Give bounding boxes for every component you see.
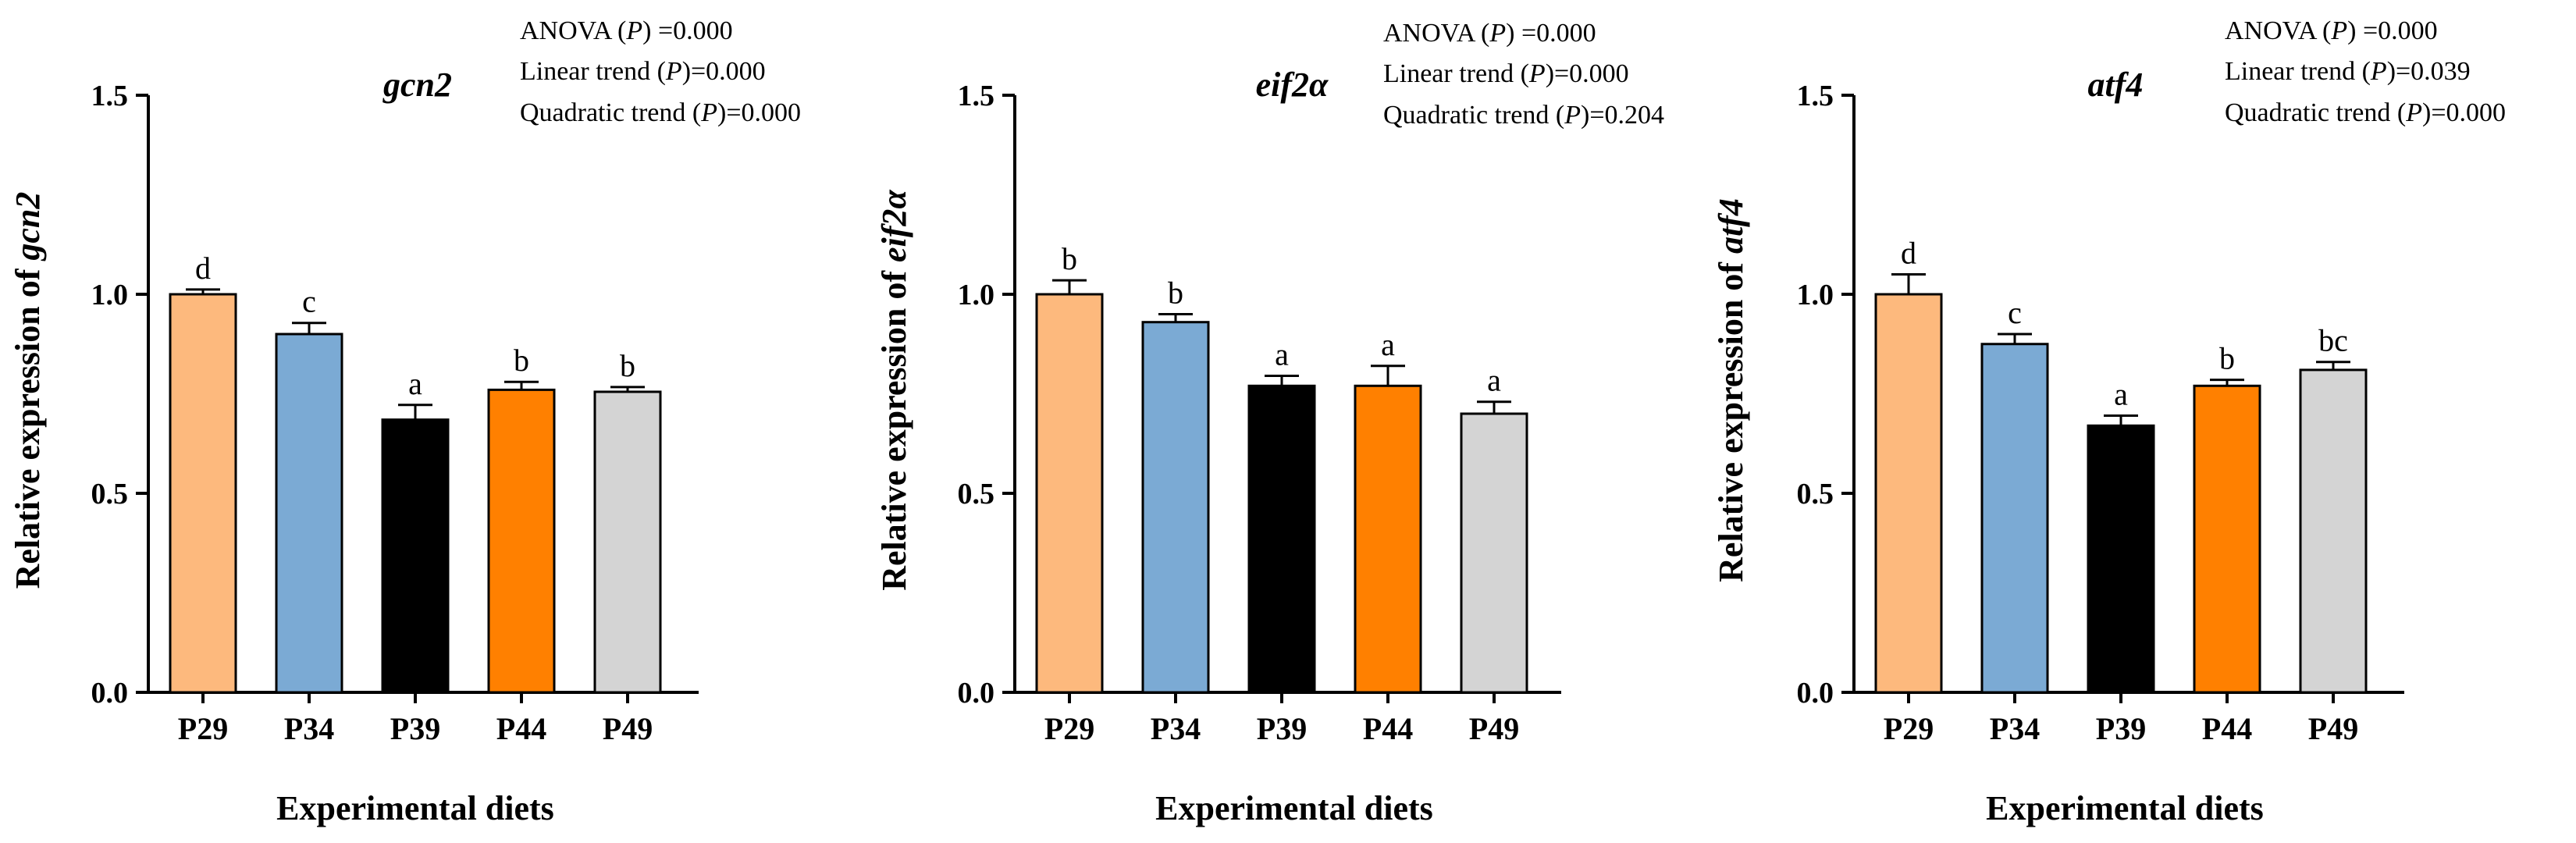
y-tick-label: 1.0 <box>958 279 995 311</box>
stat-line: Linear trend (P)=0.000 <box>1383 59 1629 88</box>
stat-line: Linear trend (P)=0.000 <box>520 57 766 86</box>
x-tick-label: P34 <box>284 711 334 746</box>
y-tick-label: 1.5 <box>958 80 995 112</box>
x-tick-label: P49 <box>2308 711 2358 746</box>
significance-letter: d <box>1901 236 1916 271</box>
x-tick-label: P44 <box>1363 711 1413 746</box>
bar-p44 <box>1354 384 1422 694</box>
bar-p29 <box>1874 293 1943 694</box>
significance-letter: d <box>195 251 211 286</box>
bar-p49 <box>2299 368 2368 694</box>
stat-line: Linear trend (P)=0.039 <box>2225 57 2471 86</box>
x-tick-label: P49 <box>1469 711 1519 746</box>
x-axis-title: Experimental diets <box>276 789 554 827</box>
x-axis-title: Experimental diets <box>1155 789 1433 827</box>
x-tick-label: P44 <box>496 711 546 746</box>
y-tick-label: 1.0 <box>1797 279 1834 311</box>
stat-line: ANOVA (P) =0.000 <box>520 16 733 45</box>
bar-p39 <box>1247 384 1316 694</box>
y-tick-label: 1.0 <box>91 279 129 311</box>
y-axis-title: Relative expression of eif2α <box>875 190 913 591</box>
significance-letter: b <box>1062 241 1077 276</box>
bar-p29 <box>1035 293 1104 694</box>
bar-p39 <box>381 418 450 694</box>
bar-p49 <box>593 390 662 694</box>
bar-p34 <box>1141 321 1210 694</box>
x-tick-label: P29 <box>178 711 228 746</box>
y-tick-label: 0.5 <box>1797 478 1834 510</box>
stat-line: ANOVA (P) =0.000 <box>1383 19 1596 48</box>
x-tick-label: P29 <box>1884 711 1934 746</box>
x-tick-label: P49 <box>603 711 653 746</box>
significance-letter: a <box>1275 337 1289 372</box>
y-tick-label: 0.0 <box>1797 677 1834 710</box>
significance-letter: b <box>1168 276 1183 311</box>
x-tick-label: P44 <box>2202 711 2252 746</box>
bar-p44 <box>487 388 556 694</box>
y-tick-label: 1.5 <box>91 80 129 112</box>
x-tick-label: P39 <box>2096 711 2146 746</box>
significance-letter: a <box>1487 363 1501 398</box>
chart-title: eif2α <box>1256 66 1329 104</box>
chart-panel-3: 0.0 0.5 1.0 1.5 d P29 c P34 a P39 b P44 bc P49 atf4 ANO… <box>1712 16 2506 827</box>
significance-letter: a <box>1381 327 1395 362</box>
stat-line: Quadratic trend (P)=0.000 <box>520 98 801 127</box>
chart-panel-2: 0.0 0.5 1.0 1.5 b P29 b P34 a P39 a P44 a P49 eif2α ANO… <box>875 19 1664 827</box>
x-tick-label: P34 <box>1990 711 2040 746</box>
significance-letter: bc <box>2318 323 2348 358</box>
y-tick-label: 1.5 <box>1797 80 1834 112</box>
bar-p44 <box>2193 384 2261 694</box>
bar-p39 <box>2087 424 2155 694</box>
y-tick-label: 0.0 <box>958 677 995 710</box>
bar-p34 <box>1980 343 2049 694</box>
significance-letter: b <box>620 348 635 383</box>
y-tick-label: 0.0 <box>91 677 129 710</box>
stat-line: ANOVA (P) =0.000 <box>2225 16 2438 45</box>
bar-p29 <box>169 293 237 694</box>
significance-letter: c <box>2008 295 2022 330</box>
y-axis-title: Relative expression of gcn2 <box>9 192 47 589</box>
stat-line: Quadratic trend (P)=0.204 <box>1383 101 1664 130</box>
bar-p49 <box>1460 412 1528 694</box>
y-tick-label: 0.5 <box>91 478 129 510</box>
significance-letter: b <box>2219 341 2235 376</box>
significance-letter: c <box>302 284 316 319</box>
stat-line: Quadratic trend (P)=0.000 <box>2225 98 2506 127</box>
y-tick-label: 0.5 <box>958 478 995 510</box>
chart-panel-1: 0.0 0.5 1.0 1.5 d P29 c P34 a P39 b P44 b P49 gcn2 ANOV… <box>9 16 801 827</box>
x-axis-title: Experimental diets <box>1986 789 2264 827</box>
x-tick-label: P34 <box>1151 711 1201 746</box>
bar-p34 <box>275 333 343 694</box>
x-tick-label: P39 <box>390 711 440 746</box>
chart-title: gcn2 <box>382 66 452 104</box>
significance-letter: a <box>2114 377 2128 412</box>
x-tick-label: P29 <box>1044 711 1094 746</box>
significance-letter: a <box>408 366 422 401</box>
x-tick-label: P39 <box>1257 711 1307 746</box>
y-axis-title: Relative expression of atf4 <box>1712 198 1750 582</box>
significance-letter: b <box>514 343 529 378</box>
chart-title: atf4 <box>2088 66 2144 104</box>
